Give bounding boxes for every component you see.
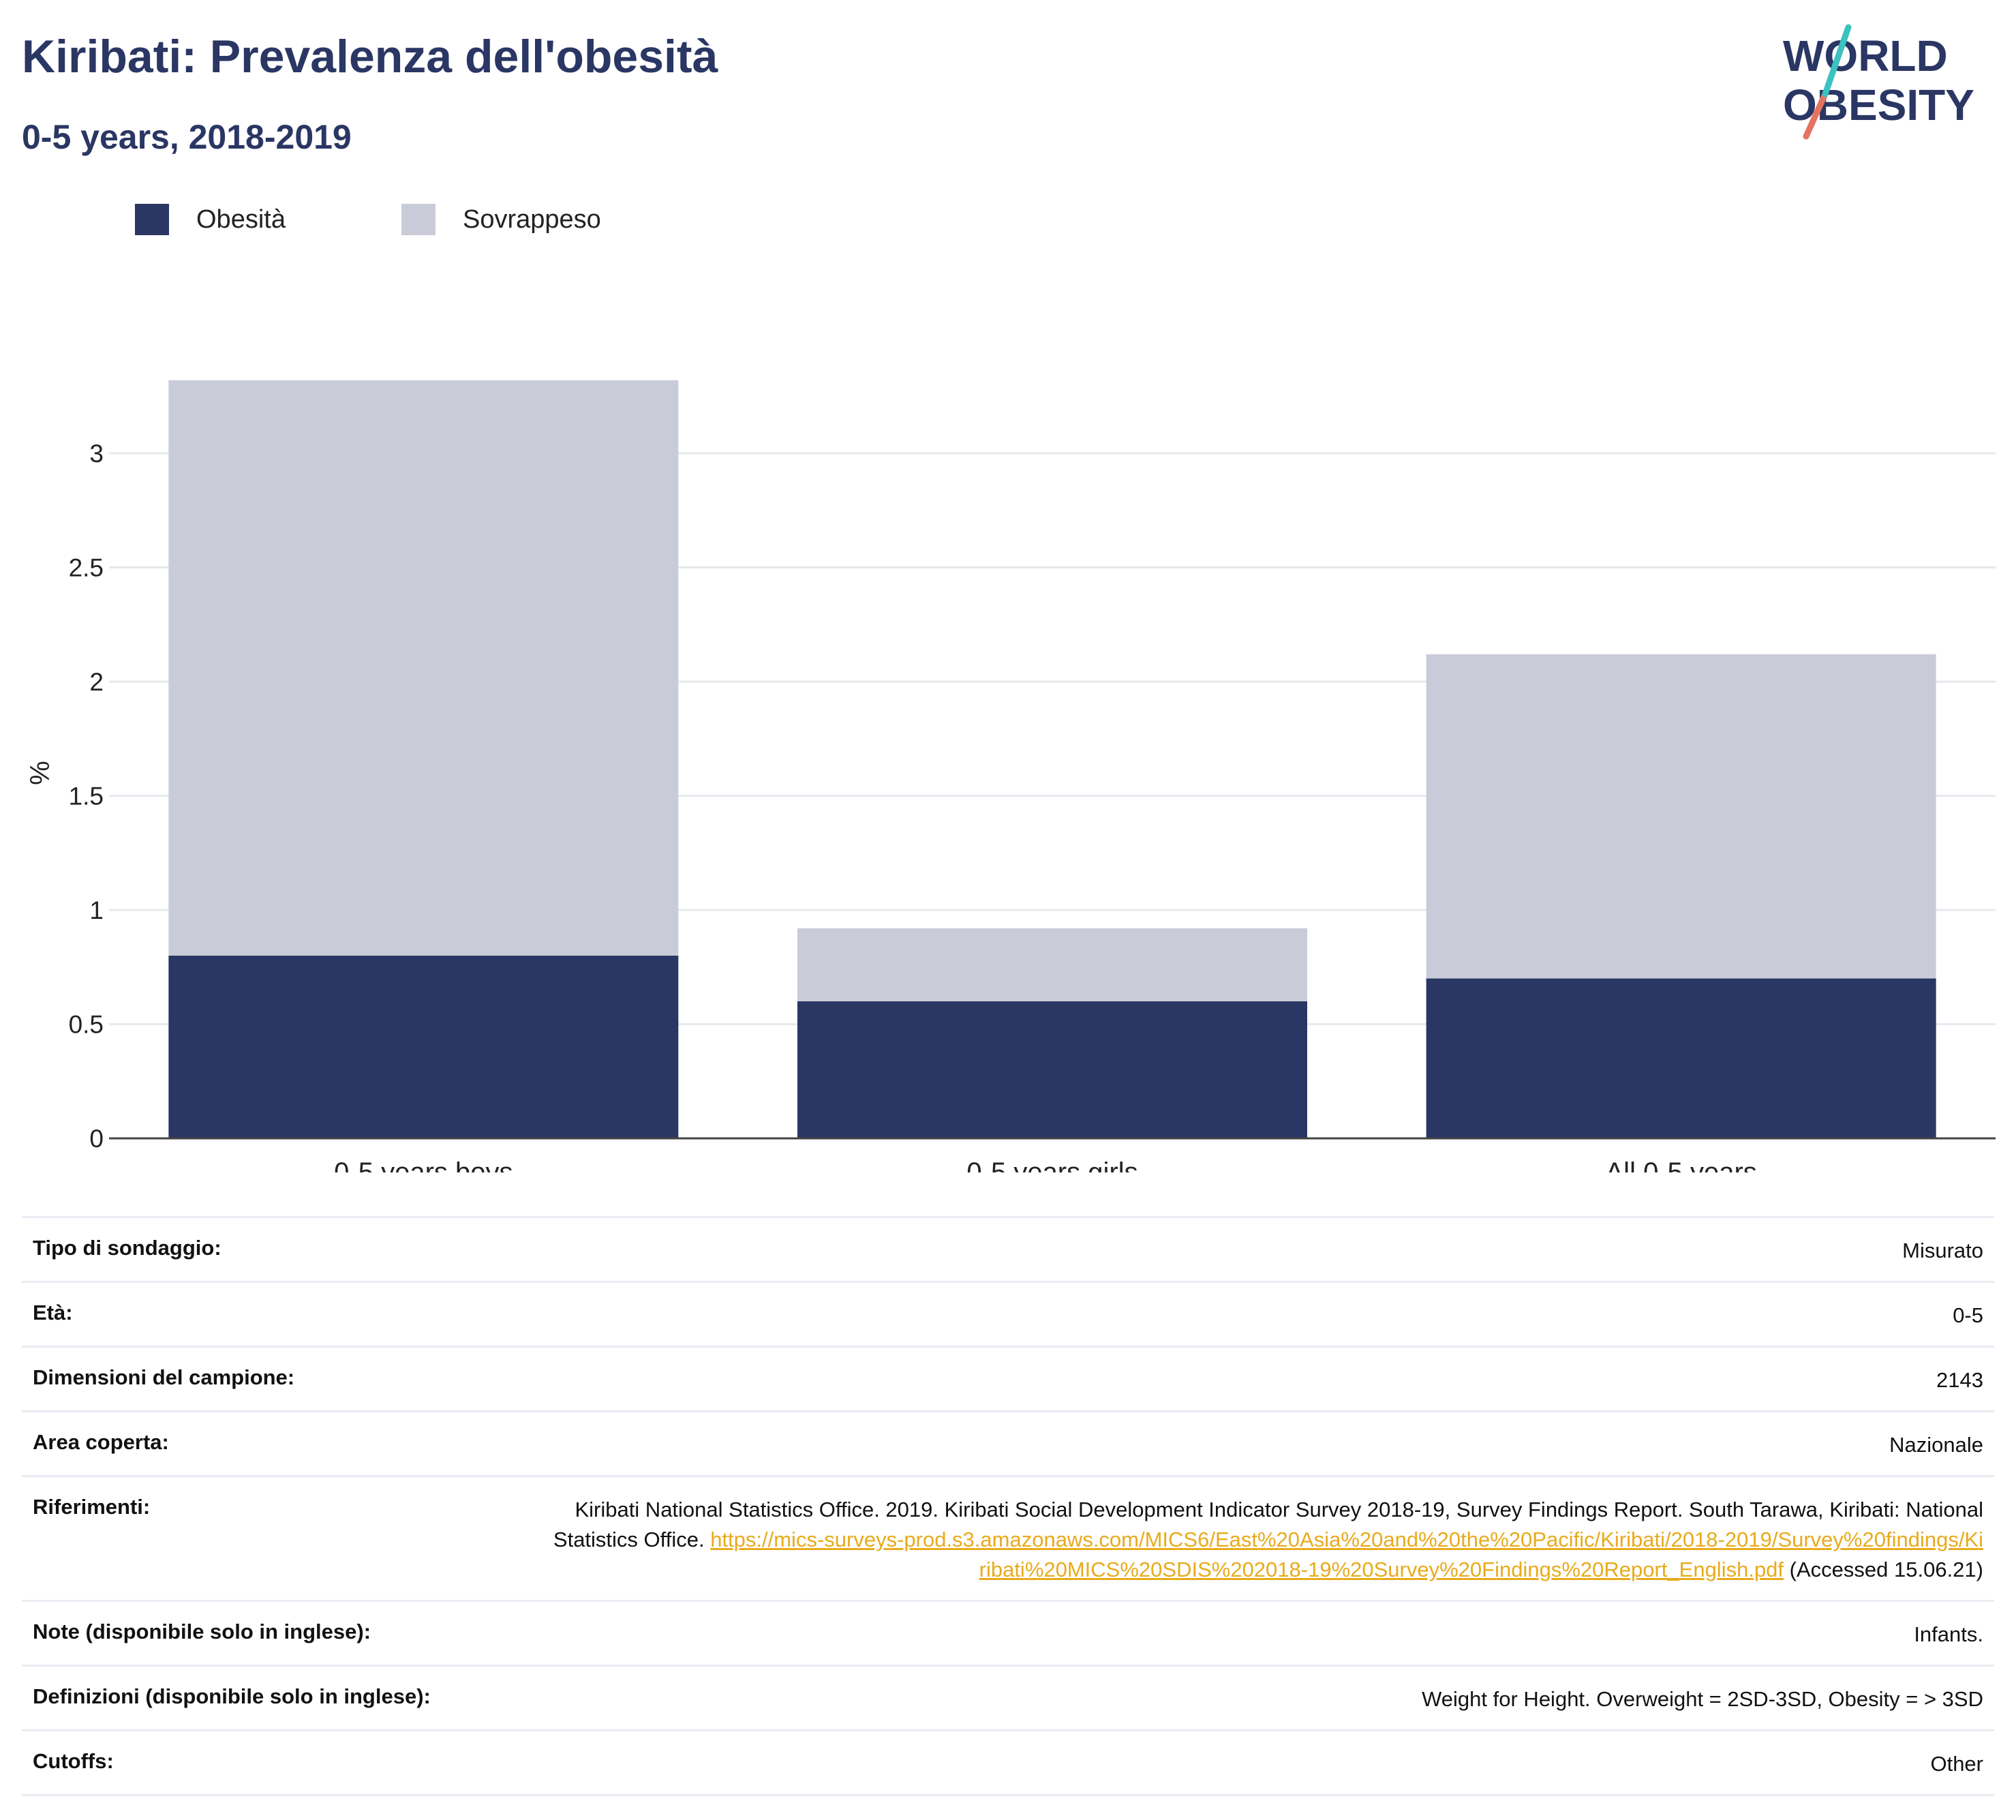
world-obesity-logo: WORLD OBESITY <box>1783 24 1974 140</box>
metadata-table: Tipo di sondaggio: Misurato Età: 0-5 Dimensi… <box>22 1216 1994 1797</box>
y-tick-label: 0 <box>89 1125 104 1153</box>
bar-obesity <box>797 1001 1307 1138</box>
chart-title: Kiribati: Prevalenza dell'obesità <box>22 31 718 82</box>
reference-text: Kiribati National Statistics Office. 201… <box>553 1498 1983 1552</box>
info-row: Dimensioni del campione: 2143 <box>22 1346 1994 1410</box>
legend-label-obesity: Obesità <box>196 204 286 234</box>
info-row: Area coperta: Nazionale <box>22 1410 1994 1475</box>
legend-label-overweight: Sovrappeso <box>462 204 601 234</box>
info-label: Dimensioni del campione: <box>33 1365 295 1390</box>
chart-legend: Obesità Sovrappeso <box>135 200 717 239</box>
info-value: Misurato <box>1902 1239 1983 1262</box>
y-tick-label: 2 <box>89 668 104 696</box>
info-label: Riferimenti: <box>33 1495 151 1519</box>
bar-overweight <box>168 380 679 956</box>
info-value: Weight for Height. Overweight = 2SD-3SD,… <box>1422 1687 1983 1712</box>
y-axis-label: % <box>25 761 55 785</box>
x-tick-label: 0-5 years boys <box>334 1157 513 1172</box>
x-tick-label: All 0-5 years <box>1606 1157 1757 1172</box>
info-label: Tipo di sondaggio: <box>33 1236 222 1260</box>
legend-swatch-overweight <box>401 204 436 235</box>
info-row: Riferimenti: Kiribati National Statistics… <box>22 1475 1994 1600</box>
y-tick-label: 3 <box>89 440 104 468</box>
info-row: Cutoffs: Other <box>22 1729 1994 1797</box>
bar-overweight <box>797 928 1307 1001</box>
y-tick-label: 2.5 <box>69 554 104 582</box>
info-value: Kiribati National Statistics Office. 201… <box>552 1495 1983 1585</box>
y-tick-label: 1.5 <box>69 783 104 810</box>
info-row: Note (disponibile solo in inglese): Infan… <box>22 1600 1994 1665</box>
reference-link[interactable]: https://mics-surveys-prod.s3.amazonaws.c… <box>710 1528 1983 1582</box>
legend-swatch-obesity <box>135 204 169 235</box>
info-label: Note (disponibile solo in inglese): <box>33 1620 371 1644</box>
bar-obesity <box>1426 978 1936 1138</box>
legend-item-obesity[interactable]: Obesità <box>135 204 286 235</box>
bar-overweight <box>1426 654 1936 979</box>
info-row: Definizioni (disponibile solo in inglese… <box>22 1665 1994 1729</box>
y-tick-label: 1 <box>89 896 104 924</box>
info-label: Età: <box>33 1301 73 1325</box>
info-value: Infants. <box>1914 1622 1983 1647</box>
x-tick-label: 0-5 years girls <box>966 1157 1137 1172</box>
reference-accessed: (Accessed 15.06.21) <box>1784 1558 1983 1582</box>
info-row: Età: 0-5 <box>22 1281 1994 1346</box>
logo-line1: WORLD <box>1783 31 1948 80</box>
info-label: Cutoffs: <box>33 1749 114 1774</box>
info-value: 0-5 <box>1953 1303 1983 1328</box>
info-value: 2143 <box>1936 1368 1983 1393</box>
chart-subtitle: 0-5 years, 2018-2019 <box>22 118 352 156</box>
info-value: Nazionale <box>1889 1433 1983 1457</box>
bar-obesity <box>168 956 679 1138</box>
info-value: Other <box>1930 1752 1983 1776</box>
info-label: Area coperta: <box>33 1430 169 1455</box>
info-label: Definizioni (disponibile solo in inglese… <box>33 1684 431 1709</box>
legend-item-overweight[interactable]: Sovrappeso <box>401 204 601 235</box>
info-row: Tipo di sondaggio: Misurato <box>22 1216 1994 1281</box>
stacked-bar-chart: 0 0.5 1 1.5 2 2.5 3% 0-5 years boys 0-5 years gi… <box>25 380 1996 1172</box>
y-tick-label: 0.5 <box>69 1011 104 1039</box>
